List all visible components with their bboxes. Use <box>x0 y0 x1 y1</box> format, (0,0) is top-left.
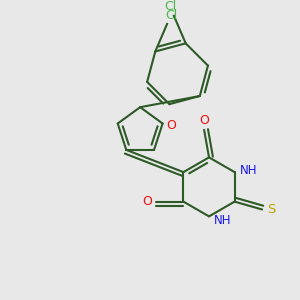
Text: O: O <box>167 119 176 132</box>
Text: NH: NH <box>214 214 232 227</box>
Text: Cl: Cl <box>165 9 177 22</box>
Text: O: O <box>199 115 209 128</box>
Text: S: S <box>267 203 275 216</box>
Text: NH: NH <box>240 164 257 177</box>
Text: O: O <box>142 195 152 208</box>
Text: Cl: Cl <box>164 0 176 14</box>
